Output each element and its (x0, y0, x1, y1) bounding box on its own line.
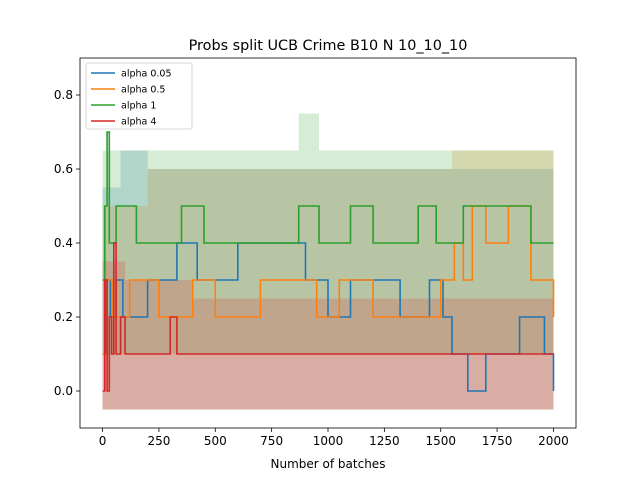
x-tick-label: 0 (99, 434, 107, 448)
legend: alpha 0.05 alpha 0.5 alpha 1 alpha 4 (85, 62, 193, 130)
x-tick-label: 250 (147, 434, 170, 448)
line-series-2 (102, 205, 555, 355)
x-tick-label: 2000 (538, 434, 569, 448)
series-lines (102, 131, 555, 392)
legend-label: alpha 1 (121, 101, 156, 112)
x-tick-label: 750 (260, 434, 283, 448)
line-series-3 (102, 131, 554, 281)
x-tick-label: 1750 (482, 434, 513, 448)
x-axis: 0 250 500 750 1000 1250 1500 1750 2000 (99, 428, 569, 448)
y-axis: 0.0 0.2 0.4 0.6 0.8 (54, 88, 80, 398)
y-tick-label: 0.2 (54, 310, 73, 324)
line-series-4 (102, 242, 554, 392)
legend-box (85, 62, 193, 130)
legend-label: alpha 0.5 (121, 85, 165, 96)
chart-title: Probs split UCB Crime B10 N 10_10_10 (189, 38, 468, 54)
y-tick-label: 0.0 (54, 384, 73, 398)
x-tick-label: 1250 (369, 434, 400, 448)
x-tick-label: 500 (204, 434, 227, 448)
y-tick-label: 0.6 (54, 162, 73, 176)
x-tick-label: 1500 (425, 434, 456, 448)
y-tick-label: 0.4 (54, 236, 73, 250)
x-tick-label: 1000 (313, 434, 344, 448)
y-tick-label: 0.8 (54, 88, 73, 102)
legend-label: alpha 4 (121, 117, 156, 128)
x-axis-label: Number of batches (271, 457, 386, 471)
legend-label: alpha 0.05 (121, 69, 172, 80)
